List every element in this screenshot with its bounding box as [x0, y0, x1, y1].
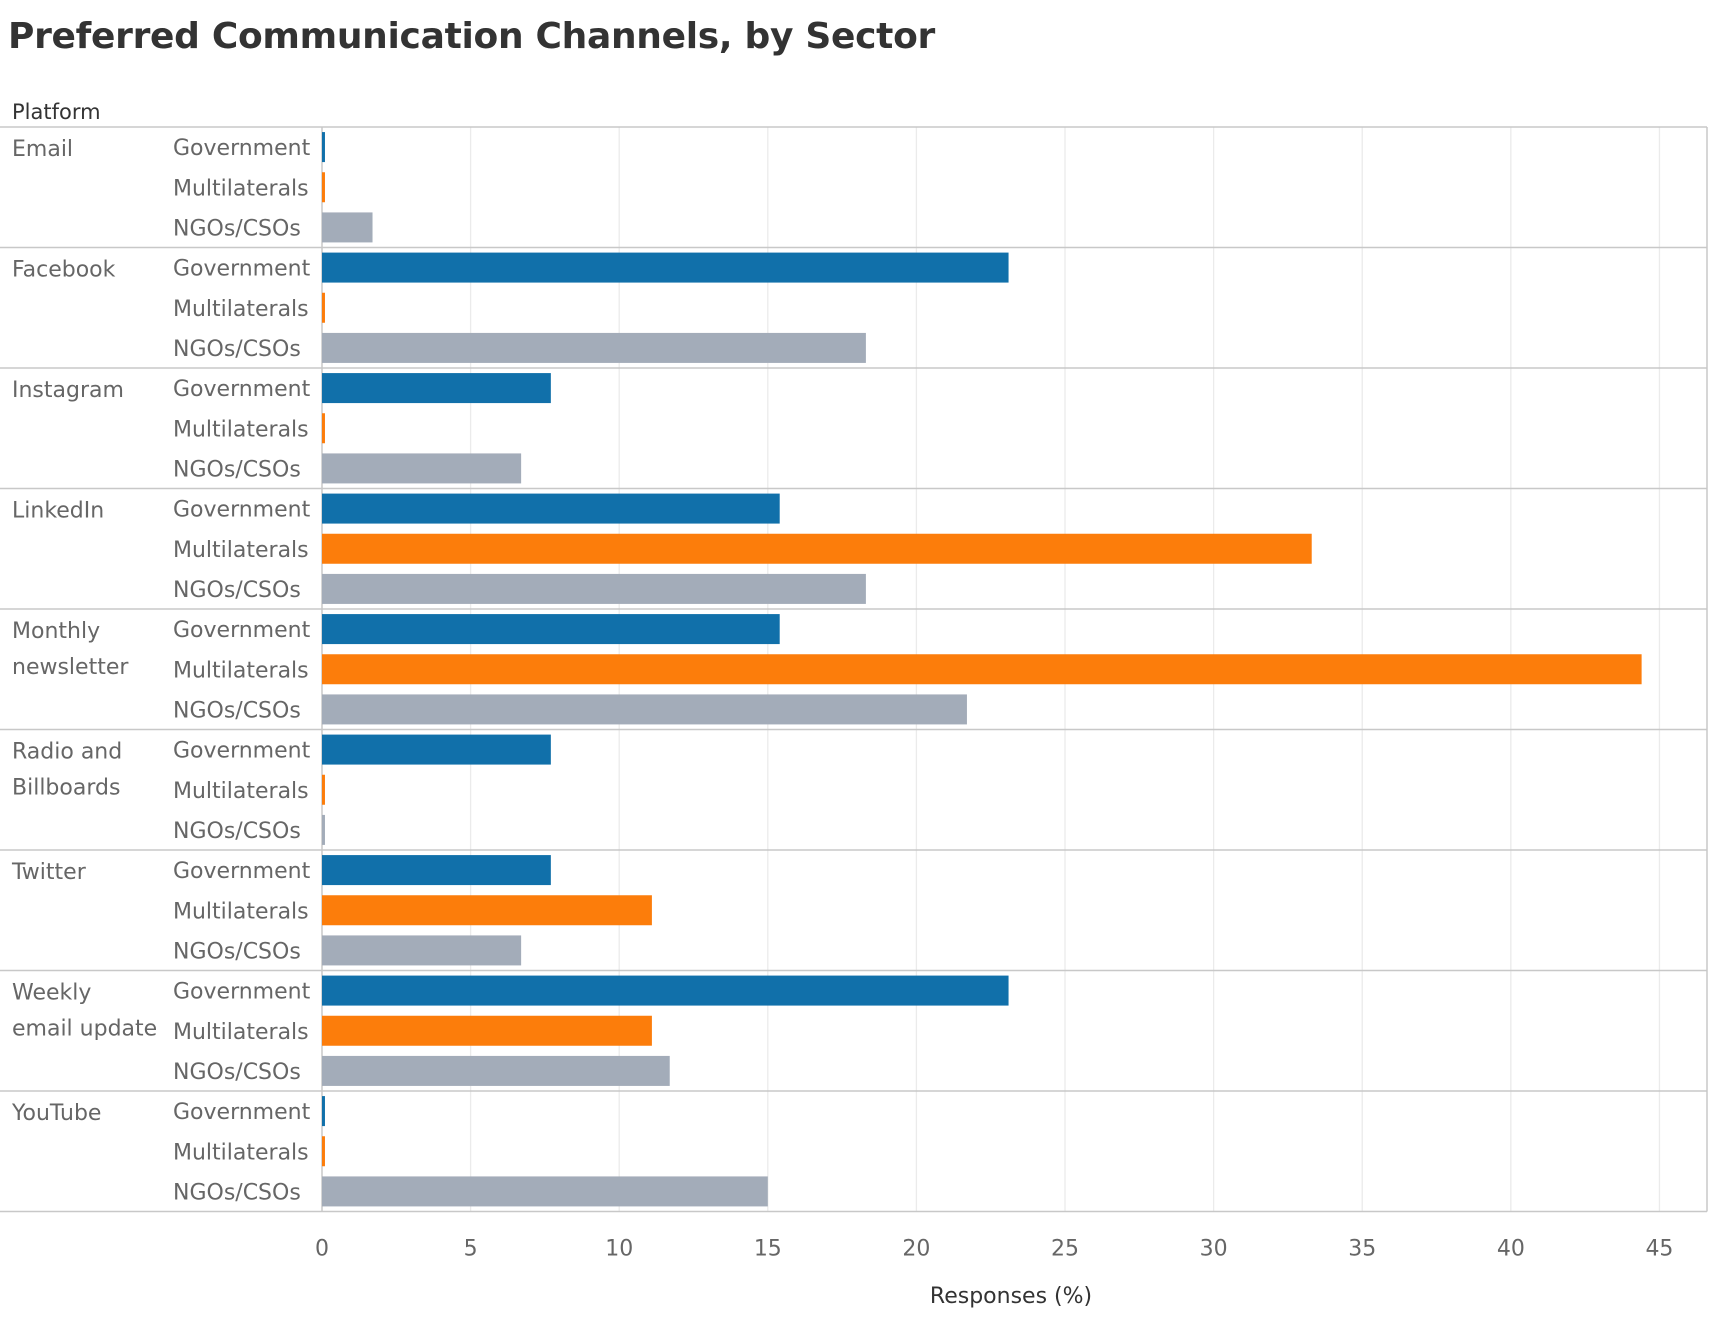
bar	[322, 975, 1009, 1006]
bar	[322, 694, 967, 725]
x-tick-label: 10	[605, 1237, 633, 1262]
platform-label: Weekly	[12, 981, 91, 1006]
bar	[322, 1096, 325, 1127]
sector-label: Government	[173, 1100, 311, 1125]
sector-label: Multilaterals	[173, 1020, 309, 1045]
bar	[322, 814, 325, 845]
bar	[322, 493, 780, 524]
bar	[322, 373, 551, 404]
platform-label: Email	[12, 137, 73, 162]
platform-label: Twitter	[11, 860, 87, 885]
bar	[322, 935, 522, 966]
bar	[322, 654, 1642, 685]
sector-label: Multilaterals	[173, 1140, 309, 1165]
bar	[322, 533, 1312, 564]
bar	[322, 132, 325, 163]
sector-label: NGOs/CSOs	[173, 216, 301, 241]
x-tick-label: 5	[464, 1237, 478, 1262]
bar	[322, 1015, 652, 1046]
sector-label: NGOs/CSOs	[173, 457, 301, 482]
x-tick-label: 0	[315, 1237, 329, 1262]
sector-label: NGOs/CSOs	[173, 939, 301, 964]
bars	[322, 132, 1642, 1207]
platform-label: newsletter	[12, 655, 129, 680]
sector-label: Government	[173, 980, 311, 1005]
x-tick-label: 20	[902, 1237, 930, 1262]
sector-label: Multilaterals	[173, 297, 309, 322]
platform-label: Instagram	[12, 378, 124, 403]
platform-label: Facebook	[12, 258, 116, 283]
bar	[322, 1176, 768, 1207]
platform-label: YouTube	[11, 1101, 101, 1126]
x-tick-label: 40	[1497, 1237, 1525, 1262]
bar	[322, 413, 325, 444]
sector-label: NGOs/CSOs	[173, 337, 301, 362]
sector-label: NGOs/CSOs	[173, 698, 301, 723]
sector-label: Multilaterals	[173, 779, 309, 804]
sector-label: Government	[173, 618, 311, 643]
sector-label: NGOs/CSOs	[173, 1060, 301, 1085]
sector-label: Government	[173, 859, 311, 884]
bar	[322, 614, 780, 645]
x-tick-label: 45	[1645, 1237, 1673, 1262]
row-header-label: Platform	[12, 100, 101, 124]
platform-label: LinkedIn	[12, 499, 104, 524]
sector-label: Government	[173, 257, 311, 282]
bar	[322, 734, 551, 765]
bar	[322, 855, 551, 886]
sector-label: Multilaterals	[173, 417, 309, 442]
sector-label: NGOs/CSOs	[173, 819, 301, 844]
x-tick-label: 30	[1200, 1237, 1228, 1262]
chart-title: Preferred Communication Channels, by Sec…	[8, 16, 935, 57]
x-tick-label: 15	[754, 1237, 782, 1262]
sector-label: Multilaterals	[173, 899, 309, 924]
bar	[322, 573, 866, 604]
sector-label: Government	[173, 739, 311, 764]
bar	[322, 212, 373, 243]
sector-label: Multilaterals	[173, 658, 309, 683]
bar	[322, 453, 522, 484]
sector-label: Multilaterals	[173, 176, 309, 201]
platform-label: email update	[12, 1017, 157, 1042]
bar	[322, 895, 652, 926]
sector-label: NGOs/CSOs	[173, 578, 301, 603]
sector-label: Multilaterals	[173, 538, 309, 563]
sector-label: Government	[173, 498, 311, 523]
bar	[322, 774, 325, 805]
bar	[322, 172, 325, 203]
x-axis-ticks: 0 5 10 15 20 25 30 35 40 45	[315, 1237, 1673, 1262]
sector-label: NGOs/CSOs	[173, 1180, 301, 1205]
x-tick-label: 35	[1348, 1237, 1376, 1262]
platform-label: Monthly	[12, 619, 100, 644]
x-tick-label: 25	[1051, 1237, 1079, 1262]
bar	[322, 332, 866, 363]
row-labels: Email Government Multilaterals NGOs/CSOs Fac…	[11, 136, 311, 1205]
bar	[322, 1136, 325, 1167]
platform-label: Radio and	[12, 740, 122, 765]
x-axis-label: Responses (%)	[930, 1284, 1092, 1309]
bar	[322, 252, 1009, 283]
bar	[322, 1055, 670, 1086]
sector-label: Government	[173, 377, 311, 402]
group-separators	[0, 126, 1708, 1213]
bar	[322, 292, 325, 323]
sector-label: Government	[173, 136, 311, 161]
platform-label: Billboards	[12, 776, 120, 801]
